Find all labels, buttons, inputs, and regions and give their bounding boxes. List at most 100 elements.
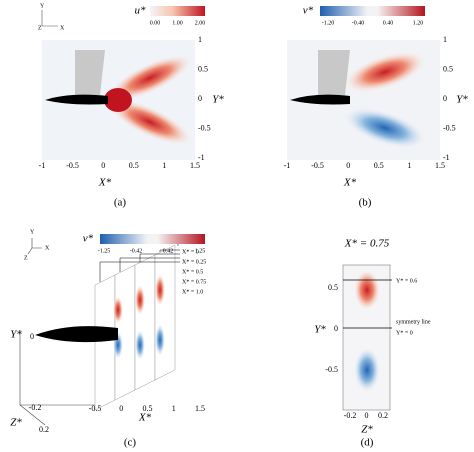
x-label: X* <box>138 412 152 424</box>
colorbar-tick: 0.00 <box>150 20 161 26</box>
z-tick: -0.2 <box>29 403 42 412</box>
contour <box>354 270 380 310</box>
colorbar <box>100 234 205 244</box>
x-tick: 0 <box>365 411 369 420</box>
caption: (d) <box>361 437 374 449</box>
colorbar-title: v* <box>83 233 94 245</box>
contour <box>135 330 145 360</box>
y-tick: 0.5 <box>198 64 208 73</box>
panel-d: X* = 0.75 Y* = 0.6 symmetry line Y* = 0 … <box>314 238 431 449</box>
x-tick: 1.5 <box>190 161 200 170</box>
y-tick: 1 <box>198 35 202 44</box>
colorbar-tick: 0.40 <box>383 20 394 26</box>
colorbar-tick: -1.20 <box>322 20 335 26</box>
x-tick: 1 <box>407 161 411 170</box>
slice-label: X* = 0.25 <box>182 259 206 265</box>
x-tick: -0.5 <box>66 161 79 170</box>
colorbar-tick: -1.25 <box>98 248 111 254</box>
axes-3d <box>19 330 95 426</box>
shadow-zone <box>75 50 105 95</box>
x-tick: 1 <box>162 161 166 170</box>
triad: Y <box>30 229 35 235</box>
colorbar-title: u* <box>135 5 147 17</box>
y-tick: -0.5 <box>325 365 338 374</box>
line-label: Y* = 0.6 <box>396 278 417 284</box>
y-tick: 0 <box>198 94 202 103</box>
x-label: X* <box>343 177 357 189</box>
contour <box>155 324 165 356</box>
contour <box>155 274 165 306</box>
colorbar-tick: 1.20 <box>413 20 424 26</box>
colorbar-title: v* <box>303 5 314 17</box>
x-tick: -1 <box>284 161 291 170</box>
slice-label: X* = 0.75 <box>182 279 206 285</box>
y-tick: -0.5 <box>198 123 211 132</box>
panel-a: u* Y Z X X* Y* (a) <box>38 3 224 208</box>
colorbar-tick: 1.25 <box>195 248 206 254</box>
x-tick: -1 <box>39 161 46 170</box>
x-tick: -0.5 <box>89 404 102 413</box>
triad: Z <box>24 255 28 261</box>
y-tick: 0 <box>334 324 338 333</box>
y-tick: -0.5 <box>443 123 456 132</box>
x-tick: 1 <box>172 404 176 413</box>
y-label: Y* <box>212 94 224 106</box>
caption: (b) <box>359 197 372 209</box>
colorbar-tick: -0.42 <box>130 248 143 254</box>
slice <box>154 244 176 381</box>
x-tick: -0.5 <box>311 161 324 170</box>
x-tick: 1.5 <box>195 404 205 413</box>
y-tick: 0 <box>30 332 34 341</box>
panel-c: v* Y X Z X* Y* 0 Z* -0.2 0.2 (c) <box>10 229 205 449</box>
y-tick: 1 <box>443 35 447 44</box>
x-tick: 0.5 <box>374 161 384 170</box>
triad: X <box>45 245 50 251</box>
shadow-zone <box>318 50 350 95</box>
slice <box>94 274 116 411</box>
contour <box>344 107 426 149</box>
caption: (a) <box>114 197 127 209</box>
triad: X <box>60 25 65 31</box>
airfoil <box>35 326 118 343</box>
colorbar <box>150 6 205 16</box>
slice <box>134 254 156 391</box>
triad-axes <box>41 10 58 27</box>
x-tick: -0.2 <box>344 411 357 420</box>
y-tick: 0.5 <box>328 283 338 292</box>
x-label: X* <box>98 177 112 189</box>
contour <box>354 348 380 392</box>
leader-lines <box>99 244 180 282</box>
z-label: Z* <box>10 417 22 429</box>
x-tick: 0.5 <box>143 404 153 413</box>
colorbar-tick: 0.42 <box>163 248 174 254</box>
line-label: Y* = 0 <box>396 330 413 336</box>
slice-label: X* = 0.5 <box>182 269 203 275</box>
z-tick: 0.2 <box>39 425 49 434</box>
contour <box>344 51 426 93</box>
caption: (c) <box>124 437 137 449</box>
colorbar-tick: 1.00 <box>172 20 183 26</box>
airfoil <box>45 94 108 105</box>
x-tick: 0 <box>346 161 350 170</box>
title: X* = 0.75 <box>344 238 390 250</box>
slice-label: X* = 0 <box>182 249 199 255</box>
x-tick: 1.5 <box>435 161 445 170</box>
airfoil <box>290 94 350 105</box>
x-tick: 0.5 <box>129 161 139 170</box>
contour <box>113 296 123 324</box>
y-tick: 0 <box>443 94 447 103</box>
triad-axes <box>27 238 42 255</box>
colorbar <box>320 6 425 16</box>
contour <box>104 88 132 112</box>
x-tick: 0 <box>101 161 105 170</box>
y-label: Y* <box>456 94 468 106</box>
contour <box>108 55 192 101</box>
y-tick: -1 <box>198 153 205 162</box>
y-tick: -1 <box>443 153 450 162</box>
panel-b: v* X* Y* (b) <box>287 5 468 209</box>
line-label: symmetry line <box>396 319 431 325</box>
slice-label: X* = 1.0 <box>182 289 203 295</box>
contour <box>135 285 145 315</box>
y-tick: 0.5 <box>443 64 453 73</box>
